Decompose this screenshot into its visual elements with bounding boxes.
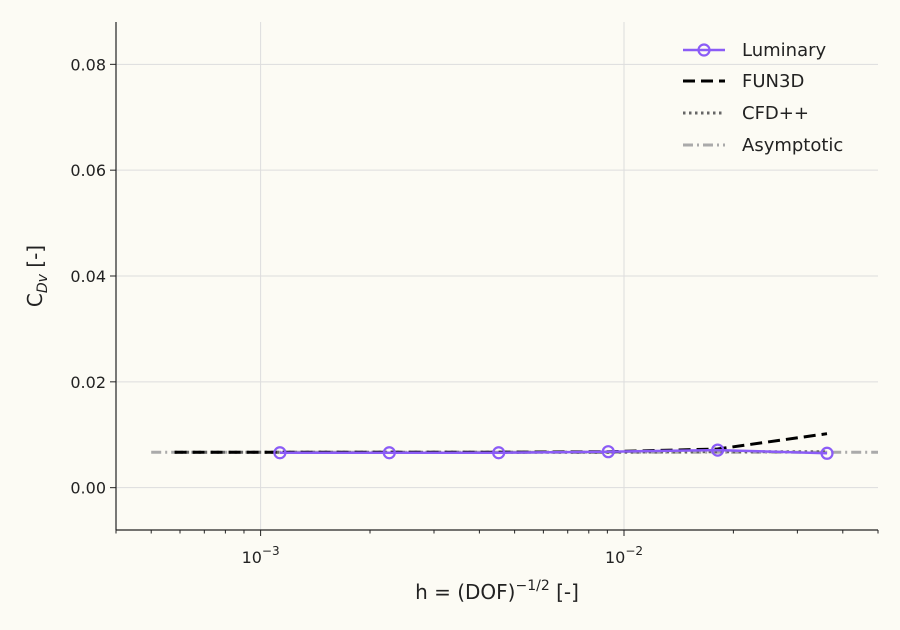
data-point-luminary <box>492 446 506 460</box>
data-point-luminary <box>382 446 396 460</box>
legend-label: Luminary <box>742 40 826 61</box>
y-axis-label-subscript: Dv <box>35 273 51 293</box>
y-tick-label: 0.04 <box>70 267 106 286</box>
data-point-luminary <box>711 443 725 457</box>
legend-item-luminary: Luminary <box>683 40 826 61</box>
ticks: 0.00 0.02 0.04 0.06 0.08 10−3 10−2 <box>70 55 879 567</box>
legend-item-fun3d: FUN3D <box>683 71 804 92</box>
y-tick-label: 0.08 <box>70 55 106 74</box>
series-layer <box>151 432 878 460</box>
data-point-luminary <box>601 445 615 459</box>
y-tick-label: 0.00 <box>70 479 106 498</box>
y-tick-label: 0.06 <box>70 161 106 180</box>
x-tick-label: 10−2 <box>605 544 643 567</box>
data-point-luminary <box>273 446 287 460</box>
legend-label: CFD++ <box>742 103 809 124</box>
legend-label: FUN3D <box>742 71 804 92</box>
y-axis-label: CDv [-] <box>23 245 51 307</box>
legend-item-asymptotic: Asymptotic <box>683 135 843 156</box>
legend-item-cfd: CFD++ <box>683 103 809 124</box>
legend: Luminary FUN3D CFD++ Asymptotic <box>683 40 843 156</box>
y-tick-label: 0.02 <box>70 373 106 392</box>
x-tick-label: 10−3 <box>242 544 280 567</box>
legend-label: Asymptotic <box>742 135 843 156</box>
legend-marker-luminary <box>697 43 711 57</box>
grid <box>116 22 878 530</box>
data-point-luminary <box>820 446 834 460</box>
x-axis-label-exponent: −1/2 <box>515 578 549 594</box>
series-line-luminary <box>279 448 828 455</box>
x-axis-label: h = (DOF)−1/2 [-] <box>415 578 579 604</box>
